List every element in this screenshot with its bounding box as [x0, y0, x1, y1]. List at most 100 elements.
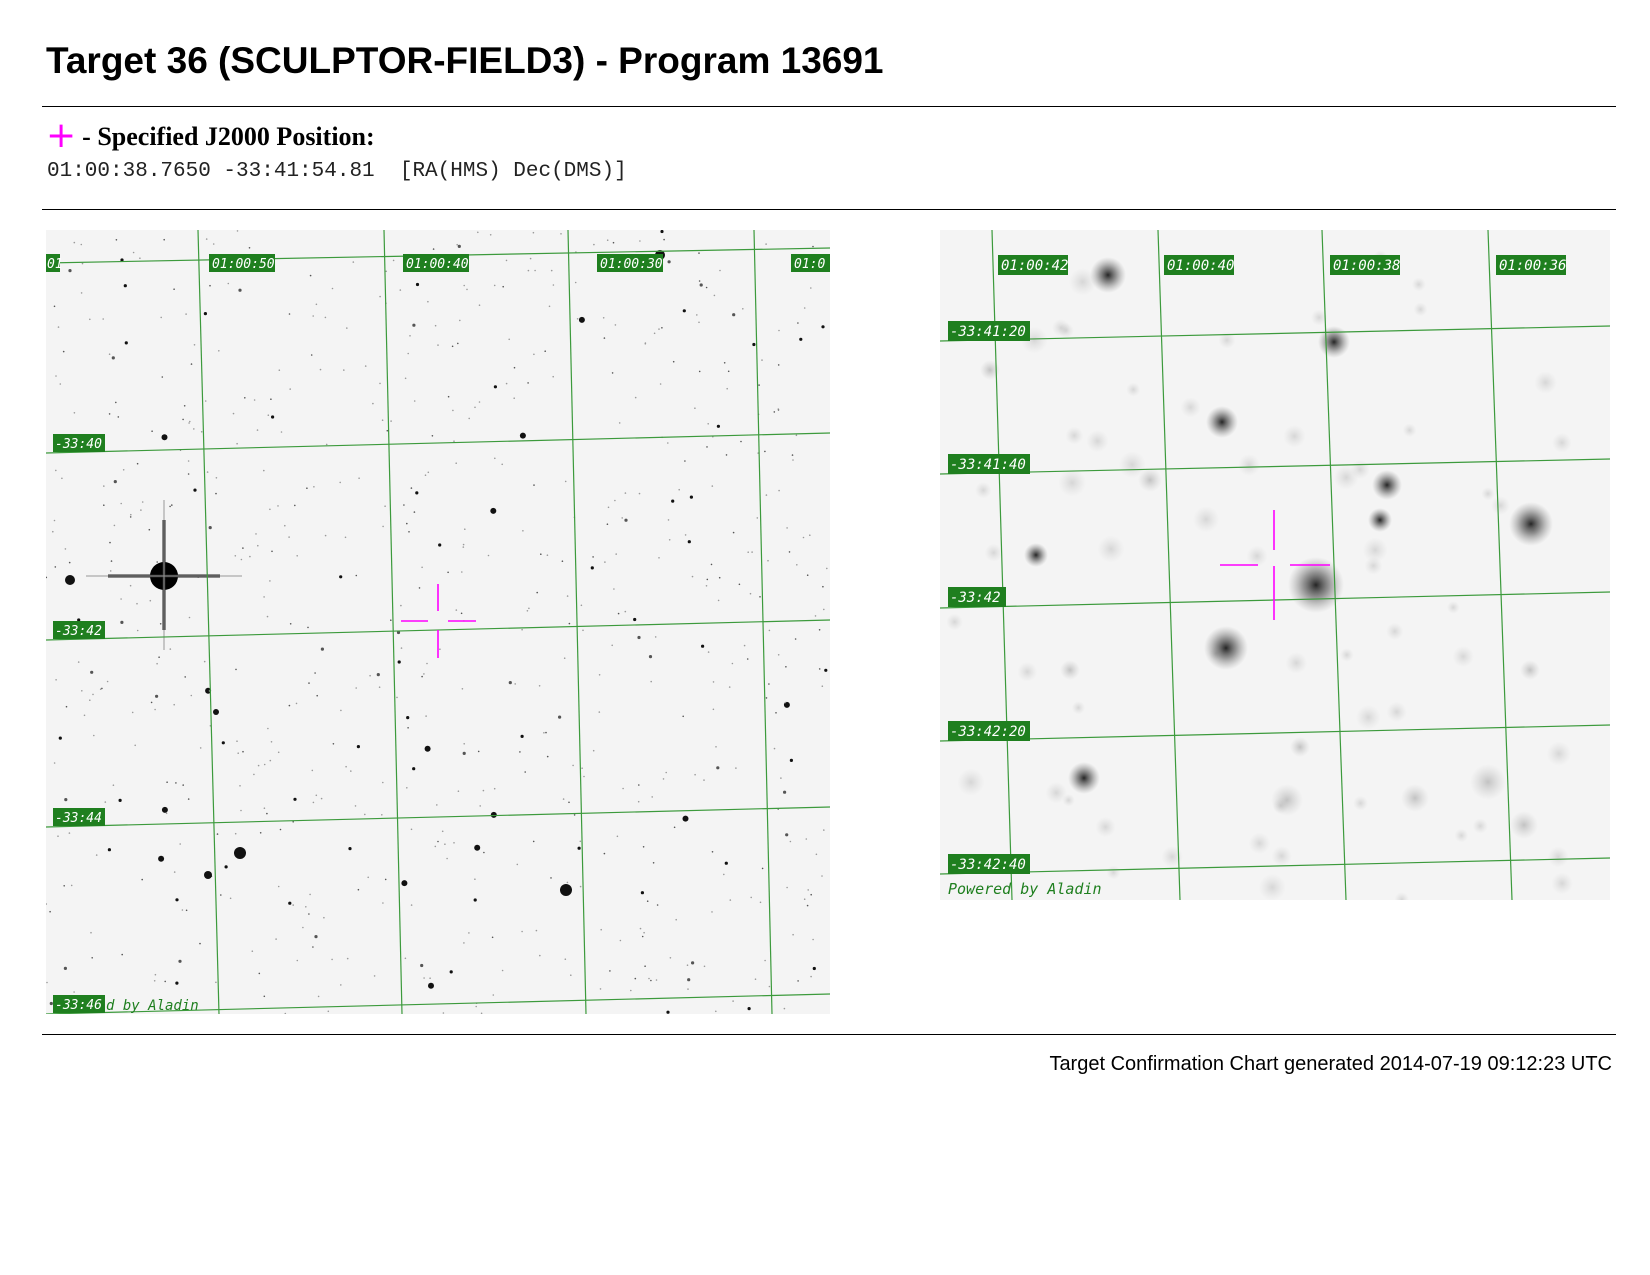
zoom-dec-label-bg	[948, 854, 1030, 874]
star-mark	[818, 668, 821, 670]
star-mark	[239, 785, 241, 787]
star-mark	[742, 308, 744, 310]
star-mark	[55, 375, 57, 377]
star-mark	[270, 741, 273, 743]
star-mark	[390, 619, 392, 621]
zoom-grid-dec-line	[940, 591, 1610, 609]
star-mark	[535, 929, 538, 932]
star-mark	[139, 257, 141, 259]
star-mark	[796, 564, 798, 566]
wide-ra-label: 01:00:40	[406, 257, 469, 272]
star-mark	[522, 530, 524, 532]
wide-star-field	[46, 230, 828, 1014]
star-mark	[729, 899, 732, 901]
star-mark	[1272, 797, 1289, 814]
star-mark	[654, 636, 657, 638]
wide-grid-dec-line	[46, 806, 830, 828]
star-mark	[302, 926, 304, 929]
star-mark	[818, 629, 821, 631]
star-mark	[810, 975, 812, 978]
star-mark	[447, 571, 449, 574]
star-mark	[382, 781, 384, 784]
star-mark	[136, 629, 139, 632]
star-mark	[111, 356, 115, 360]
star-mark	[325, 443, 328, 446]
star-mark	[768, 629, 771, 632]
star-mark	[508, 338, 511, 341]
star-mark	[659, 383, 662, 385]
wide-field-chart: 01 01:00:50 01:00:40 01:00:30 01:0 -33:4…	[46, 230, 830, 1014]
star-mark	[400, 604, 402, 607]
star-mark	[200, 431, 203, 433]
star-mark	[149, 599, 152, 602]
star-mark	[289, 388, 291, 390]
star-mark	[356, 745, 360, 749]
star-mark	[256, 429, 259, 431]
star-mark	[607, 506, 610, 509]
star-mark	[1386, 622, 1404, 641]
star-mark	[364, 813, 366, 816]
star-mark	[400, 647, 403, 649]
star-mark	[89, 699, 91, 701]
star-mark	[63, 966, 67, 971]
star-mark	[437, 344, 439, 346]
star-mark	[777, 364, 780, 366]
star-mark	[564, 958, 567, 960]
star-mark	[339, 575, 343, 579]
star-mark	[413, 511, 416, 513]
star-mark	[159, 623, 162, 625]
star-mark	[582, 629, 584, 632]
star-mark	[738, 583, 741, 586]
star-mark	[236, 230, 239, 232]
wide-grid-dec-line	[46, 432, 830, 454]
star-mark	[215, 477, 218, 479]
bright-star-mark	[86, 500, 242, 650]
star-mark	[732, 531, 735, 534]
star-mark	[666, 1010, 670, 1014]
star-mark	[552, 375, 554, 378]
star-mark	[493, 787, 496, 790]
star-mark	[807, 889, 809, 891]
wide-dec-label-bg	[53, 434, 105, 452]
star-mark	[773, 747, 776, 750]
star-mark	[468, 932, 470, 934]
star-mark	[163, 238, 165, 241]
star-mark	[292, 904, 294, 906]
wide-ra-label: 01:00:30	[600, 257, 663, 272]
star-mark	[188, 616, 191, 619]
star-mark	[810, 893, 812, 896]
star-mark	[718, 576, 721, 579]
star-mark	[410, 487, 413, 489]
star-mark	[644, 343, 647, 345]
star-mark	[482, 789, 485, 792]
star-mark	[651, 796, 653, 798]
star-mark	[727, 370, 730, 373]
star-mark	[1481, 487, 1495, 501]
star-mark	[120, 258, 124, 262]
star-mark	[249, 555, 251, 558]
star-mark	[684, 460, 686, 462]
star-mark	[62, 350, 65, 353]
zoom-dec-label-bg	[948, 321, 1030, 341]
star-mark	[723, 873, 725, 876]
star-mark	[732, 313, 736, 317]
star-mark	[253, 399, 256, 401]
star-mark	[1118, 451, 1146, 479]
star-mark	[156, 561, 158, 563]
wide-grid	[46, 230, 830, 1014]
zoom-ra-label: 01:00:40	[1167, 258, 1234, 274]
star-mark	[331, 958, 333, 961]
star-mark	[1368, 508, 1392, 532]
star-mark	[83, 714, 86, 717]
star-mark	[464, 528, 466, 530]
star-mark	[724, 861, 728, 865]
star-mark	[455, 462, 458, 464]
star-mark	[263, 763, 266, 766]
star-mark	[350, 770, 352, 772]
star-mark	[288, 901, 292, 905]
star-mark	[55, 469, 57, 472]
star-mark	[975, 481, 992, 499]
star-mark	[785, 833, 789, 837]
star-mark	[59, 383, 62, 385]
star-mark	[215, 981, 217, 984]
